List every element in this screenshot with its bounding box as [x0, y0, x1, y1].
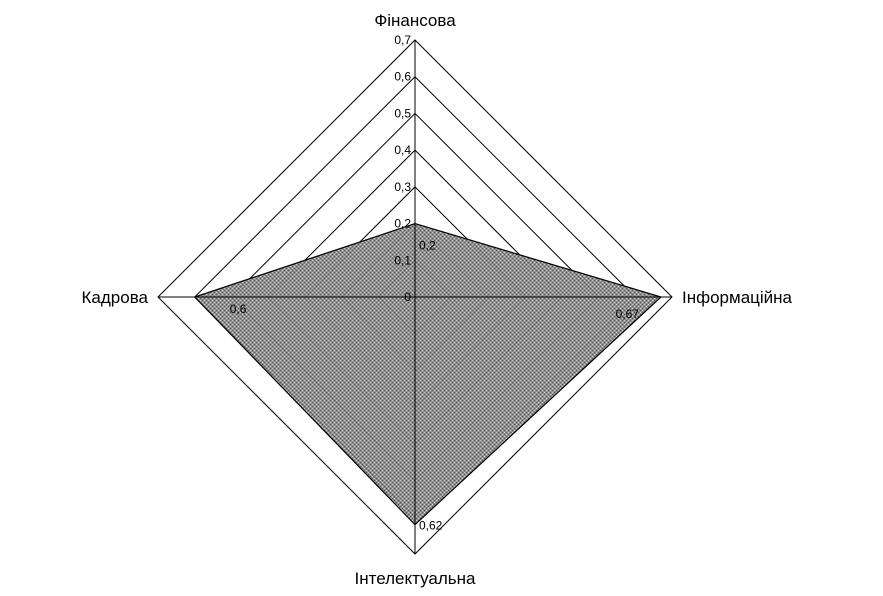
radar-series [195, 223, 661, 524]
category-label-3: Кадрова [82, 288, 149, 307]
tick-label-4: 0,4 [394, 143, 411, 157]
tick-label-1: 0,1 [394, 253, 411, 267]
tick-label-6: 0,6 [394, 70, 411, 84]
data-label-2: 0,62 [419, 519, 443, 533]
data-label-0: 0,2 [419, 239, 436, 253]
series-area [195, 224, 661, 525]
category-label-2: Інтелектуальна [355, 569, 477, 588]
category-label-1: Інформаційна [682, 288, 793, 307]
data-label-1: 0,67 [616, 307, 640, 321]
tick-label-3: 0,3 [394, 180, 411, 194]
tick-label-7: 0,7 [394, 33, 411, 47]
category-label-0: Фінансова [374, 11, 456, 30]
tick-label-0: 0 [404, 290, 411, 304]
data-label-3: 0,6 [230, 302, 247, 316]
tick-label-2: 0,2 [394, 217, 411, 231]
tick-label-5: 0,5 [394, 106, 411, 120]
